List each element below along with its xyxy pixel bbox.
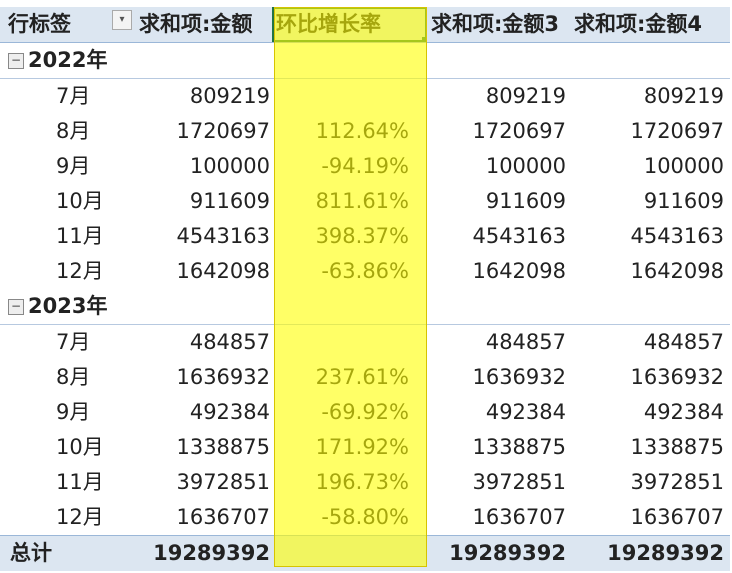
amount3-cell[interactable]: 809219 xyxy=(485,84,566,108)
amount3-cell[interactable]: 3972851 xyxy=(472,470,566,494)
amount4-cell[interactable]: 1636932 xyxy=(630,365,724,389)
amount3-cell[interactable]: 1636932 xyxy=(472,365,566,389)
growth-cell[interactable]: 196.73% xyxy=(315,470,409,494)
year-label[interactable]: −2023年 xyxy=(0,289,135,324)
amount4-cell[interactable]: 809219 xyxy=(643,84,724,108)
month-cell[interactable]: 11月 xyxy=(56,470,104,494)
table-row: 7月 484857 484857 484857 xyxy=(0,325,730,360)
month-cell[interactable]: 8月 xyxy=(56,119,91,143)
month-cell[interactable]: 12月 xyxy=(56,505,104,529)
amount3-cell[interactable]: 4543163 xyxy=(472,224,566,248)
header-mom-growth[interactable]: 环比增长率 xyxy=(272,7,427,42)
growth-cell[interactable]: -63.86% xyxy=(321,259,409,283)
amount-cell[interactable]: 1338875 xyxy=(176,435,270,459)
table-row: 8月 1720697 112.64% 1720697 1720697 xyxy=(0,114,730,149)
month-cell[interactable]: 7月 xyxy=(56,330,91,354)
amount-cell[interactable]: 1636932 xyxy=(176,365,270,389)
total-growth[interactable] xyxy=(272,536,427,571)
month-cell[interactable]: 12月 xyxy=(56,259,104,283)
collapse-icon[interactable]: − xyxy=(8,53,24,69)
amount3-cell[interactable]: 911609 xyxy=(485,189,566,213)
filter-dropdown-button[interactable]: ▾ xyxy=(112,10,132,30)
amount4-cell[interactable]: 100000 xyxy=(643,154,724,178)
amount3-cell[interactable]: 1636707 xyxy=(472,505,566,529)
amount3-cell[interactable]: 1338875 xyxy=(472,435,566,459)
amount-cell[interactable]: 1720697 xyxy=(176,119,270,143)
amount-cell[interactable]: 3972851 xyxy=(176,470,270,494)
growth-cell[interactable]: -58.80% xyxy=(321,505,409,529)
table-row: 9月 100000 -94.19% 100000 100000 xyxy=(0,149,730,184)
amount3-cell[interactable]: 492384 xyxy=(485,400,566,424)
year-text: 2022年 xyxy=(28,48,108,72)
month-cell[interactable]: 10月 xyxy=(56,189,104,213)
growth-cell[interactable]: 398.37% xyxy=(315,224,409,248)
amount-cell[interactable]: 1642098 xyxy=(176,259,270,283)
table-row: 11月 4543163 398.37% 4543163 4543163 xyxy=(0,219,730,254)
header-sum-amount[interactable]: 求和项:金额 xyxy=(139,12,253,36)
amount4-cell[interactable]: 1338875 xyxy=(630,435,724,459)
amount4-cell[interactable]: 484857 xyxy=(643,330,724,354)
table-row: 10月 911609 811.61% 911609 911609 xyxy=(0,184,730,219)
growth-cell[interactable]: -94.19% xyxy=(321,154,409,178)
growth-cell[interactable]: -69.92% xyxy=(321,400,409,424)
table-row: 8月 1636932 237.61% 1636932 1636932 xyxy=(0,360,730,395)
table-row: 12月 1642098 -63.86% 1642098 1642098 xyxy=(0,254,730,289)
month-cell[interactable]: 10月 xyxy=(56,435,104,459)
growth-cell[interactable]: 112.64% xyxy=(315,119,409,143)
total-amount4[interactable]: 19289392 xyxy=(607,541,724,565)
header-row-label[interactable]: 行标签 xyxy=(8,12,71,36)
table-row: 11月 3972851 196.73% 3972851 3972851 xyxy=(0,465,730,500)
table-row: 10月 1338875 171.92% 1338875 1338875 xyxy=(0,430,730,465)
growth-cell[interactable] xyxy=(272,325,427,360)
month-cell[interactable]: 8月 xyxy=(56,365,91,389)
amount-cell[interactable]: 492384 xyxy=(189,400,270,424)
amount3-cell[interactable]: 1642098 xyxy=(472,259,566,283)
month-cell[interactable]: 9月 xyxy=(56,400,91,424)
amount4-cell[interactable]: 911609 xyxy=(643,189,724,213)
amount-cell[interactable]: 100000 xyxy=(189,154,270,178)
collapse-icon[interactable]: − xyxy=(8,299,24,315)
header-sum-amount4[interactable]: 求和项:金额4 xyxy=(574,12,703,36)
table-row: 9月 492384 -69.92% 492384 492384 xyxy=(0,395,730,430)
amount3-cell[interactable]: 100000 xyxy=(485,154,566,178)
growth-cell[interactable]: 811.61% xyxy=(315,189,409,213)
amount-cell[interactable]: 1636707 xyxy=(176,505,270,529)
year-text: 2023年 xyxy=(28,294,108,318)
total-amount3[interactable]: 19289392 xyxy=(449,541,566,565)
table-row: 7月 809219 809219 809219 xyxy=(0,79,730,114)
pivot-table: 行标签 求和项:金额 环比增长率 求和项:金额3 求和项:金额4 −2022年 7… xyxy=(0,7,730,571)
header-sum-amount3[interactable]: 求和项:金额3 xyxy=(431,12,560,36)
month-cell[interactable]: 9月 xyxy=(56,154,91,178)
amount4-cell[interactable]: 1642098 xyxy=(630,259,724,283)
month-cell[interactable]: 7月 xyxy=(56,84,91,108)
amount4-cell[interactable]: 1720697 xyxy=(630,119,724,143)
year-row: −2023年 xyxy=(0,289,730,325)
amount3-cell[interactable]: 484857 xyxy=(485,330,566,354)
amount4-cell[interactable]: 3972851 xyxy=(630,470,724,494)
growth-cell[interactable]: 237.61% xyxy=(315,365,409,389)
year-label[interactable]: −2022年 xyxy=(0,43,135,78)
amount-cell[interactable]: 911609 xyxy=(189,189,270,213)
amount4-cell[interactable]: 1636707 xyxy=(630,505,724,529)
amount4-cell[interactable]: 492384 xyxy=(643,400,724,424)
table-row: 12月 1636707 -58.80% 1636707 1636707 xyxy=(0,500,730,535)
amount3-cell[interactable]: 1720697 xyxy=(472,119,566,143)
amount-cell[interactable]: 484857 xyxy=(189,330,270,354)
year-row: −2022年 xyxy=(0,43,730,79)
month-cell[interactable]: 11月 xyxy=(56,224,104,248)
total-row: 总计 19289392 19289392 19289392 xyxy=(0,535,730,571)
total-label[interactable]: 总计 xyxy=(10,541,52,565)
amount-cell[interactable]: 4543163 xyxy=(176,224,270,248)
header-row: 行标签 求和项:金额 环比增长率 求和项:金额3 求和项:金额4 xyxy=(0,7,730,43)
amount-cell[interactable]: 809219 xyxy=(189,84,270,108)
amount4-cell[interactable]: 4543163 xyxy=(630,224,724,248)
growth-cell[interactable]: 171.92% xyxy=(315,435,409,459)
growth-cell[interactable] xyxy=(272,79,427,114)
total-amount[interactable]: 19289392 xyxy=(153,541,270,565)
